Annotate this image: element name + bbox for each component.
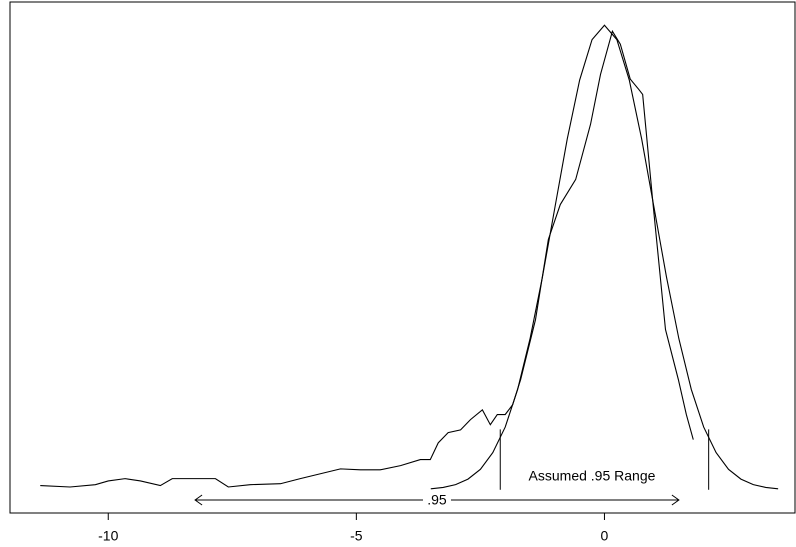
density-line [430, 24, 779, 490]
x-tick-label: -5 [350, 528, 363, 544]
x-tick-label: -10 [98, 528, 118, 544]
range-arrow [194, 494, 680, 506]
range-label: .95 [427, 492, 447, 508]
x-tick-label: 0 [601, 528, 609, 544]
annotation: Assumed .95 Range [529, 467, 656, 483]
density-line [40, 29, 694, 488]
plot-frame [9, 1, 796, 514]
